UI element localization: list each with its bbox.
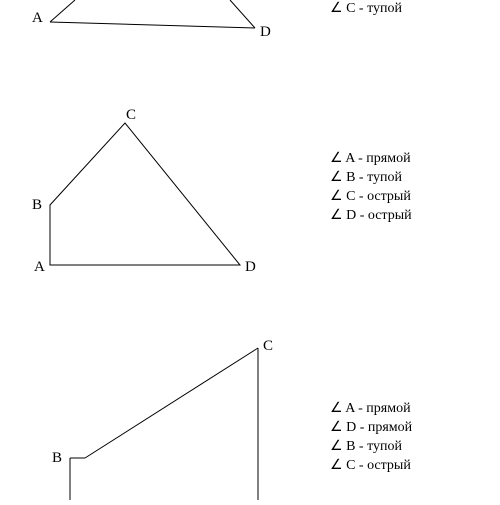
angle-vertex: B xyxy=(346,170,355,185)
angle-symbol: ∠ xyxy=(330,458,343,473)
figure-2-svg: A B C D xyxy=(40,115,270,275)
vertex-label-C: C xyxy=(263,338,273,355)
vertex-label-A: A xyxy=(34,259,45,276)
angle-symbol: ∠ xyxy=(330,1,343,16)
angle-desc: - прямой xyxy=(358,151,410,166)
figure-1-angles: ∠ C - тупой xyxy=(330,0,402,19)
angle-desc: - прямой xyxy=(360,420,412,435)
quadrilateral xyxy=(50,123,240,265)
angle-symbol: ∠ xyxy=(330,170,343,185)
angle-vertex: C xyxy=(346,189,355,204)
figure-1: A D ∠ C - тупой xyxy=(0,0,500,50)
figure-3-svg: B C xyxy=(40,340,300,500)
angle-symbol: ∠ xyxy=(330,189,343,204)
vertex-label-D: D xyxy=(260,24,271,41)
angle-row: ∠ B - тупой xyxy=(330,438,412,457)
angle-desc: - острый xyxy=(360,208,412,223)
angle-desc: - тупой xyxy=(359,1,402,16)
angle-vertex: D xyxy=(346,208,356,223)
angle-desc: - тупой xyxy=(359,439,402,454)
angle-row: ∠ A - прямой xyxy=(330,150,412,169)
angle-vertex: D xyxy=(346,420,356,435)
angle-vertex: A xyxy=(345,151,354,166)
vertex-label-D: D xyxy=(245,259,256,276)
figure-2-polygon-svg xyxy=(40,115,270,275)
figure-3-lines-svg xyxy=(40,340,300,500)
angle-symbol: ∠ xyxy=(330,208,343,223)
figure-1-svg: A D xyxy=(0,0,300,40)
angle-symbol: ∠ xyxy=(330,420,343,435)
figure-2-angles: ∠ A - прямой ∠ B - тупой ∠ C - острый ∠ … xyxy=(330,150,412,226)
angle-vertex: C xyxy=(346,1,355,16)
angle-row: ∠ A - прямой xyxy=(330,400,412,419)
angle-desc: - тупой xyxy=(359,170,402,185)
angle-symbol: ∠ xyxy=(330,151,343,166)
angle-vertex: A xyxy=(345,401,354,416)
angle-desc: - острый xyxy=(359,189,411,204)
vertex-label-A: A xyxy=(32,10,43,27)
angle-row: ∠ C - тупой xyxy=(330,0,402,19)
angle-symbol: ∠ xyxy=(330,401,343,416)
angle-vertex: C xyxy=(346,458,355,473)
figure-3-angles: ∠ A - прямой ∠ D - прямой ∠ B - тупой ∠ … xyxy=(330,400,412,476)
angle-vertex: B xyxy=(346,439,355,454)
vertex-label-B: B xyxy=(52,450,62,467)
angle-row: ∠ C - острый xyxy=(330,188,412,207)
angle-row: ∠ D - прямой xyxy=(330,419,412,438)
angle-symbol: ∠ xyxy=(330,439,343,454)
angle-desc: - острый xyxy=(359,458,411,473)
vertex-label-C: C xyxy=(126,107,136,124)
edge-AD xyxy=(50,22,255,28)
angle-desc: - прямой xyxy=(358,401,410,416)
vertex-label-B: B xyxy=(32,197,42,214)
edge xyxy=(85,348,258,458)
edge-D-up xyxy=(230,0,255,28)
angle-row: ∠ D - острый xyxy=(330,207,412,226)
edge-A-up xyxy=(50,0,75,22)
angle-row: ∠ B - тупой xyxy=(330,169,412,188)
angle-row: ∠ C - острый xyxy=(330,457,412,476)
